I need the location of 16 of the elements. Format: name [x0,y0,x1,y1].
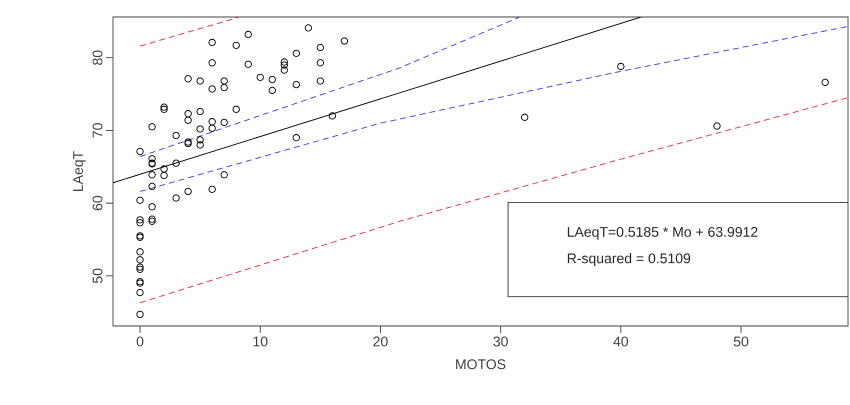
y-axis-title: LAeqT [73,151,86,191]
y-tick-label: 80 [92,50,102,65]
x-tick-label: 50 [734,336,748,346]
x-axis-title: MOTOS [456,359,506,370]
x-tick-label: 20 [373,336,388,346]
annotation: R-squared = 0.5109 [568,253,690,266]
line-series [140,97,848,304]
x-tick-label: 0 [136,336,144,346]
x-tick-label: 10 [254,336,268,346]
line-series [140,26,848,192]
x-tick-label: 30 [493,336,508,346]
annotation: LAeqT=0.5185 * Mo + 63.9912 [568,226,758,240]
x-tick-label: 40 [613,336,628,346]
y-tick-label: 50 [92,268,102,284]
y-tick-label: 60 [92,196,102,210]
y-tick-label: 70 [92,123,102,138]
